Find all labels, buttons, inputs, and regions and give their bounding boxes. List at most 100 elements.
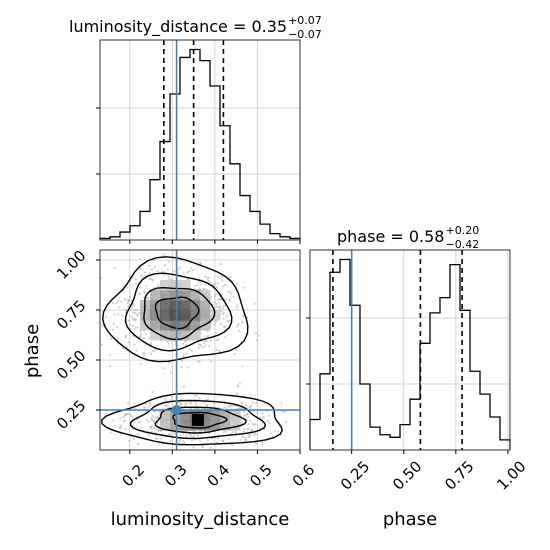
scatter-point bbox=[255, 401, 258, 405]
scatter-point bbox=[182, 272, 185, 275]
scatter-point bbox=[116, 300, 119, 303]
scatter-point bbox=[137, 442, 140, 446]
scatter-point bbox=[139, 286, 142, 289]
scatter-point bbox=[217, 338, 220, 341]
scatter-point bbox=[161, 270, 164, 273]
scatter-point bbox=[101, 324, 104, 327]
scatter-point bbox=[222, 317, 225, 320]
scatter-point bbox=[144, 274, 147, 277]
scatter-point bbox=[135, 282, 138, 285]
scatter-point bbox=[224, 325, 227, 328]
scatter-point bbox=[241, 321, 244, 324]
panel-frame bbox=[99, 249, 301, 451]
scatter-point bbox=[125, 412, 128, 415]
scatter-point bbox=[225, 315, 229, 318]
scatter-point bbox=[203, 339, 206, 343]
scatter-point bbox=[210, 360, 213, 363]
scatter-point bbox=[143, 271, 146, 274]
scatter-point bbox=[209, 281, 212, 284]
scatter-point bbox=[204, 344, 207, 347]
density-cell bbox=[180, 280, 191, 291]
scatter-point bbox=[182, 385, 186, 388]
scatter-point bbox=[139, 267, 142, 270]
density-cell bbox=[220, 410, 231, 421]
scatter-point bbox=[126, 286, 129, 289]
scatter-point bbox=[198, 397, 201, 400]
scatter-point bbox=[170, 340, 173, 343]
scatter-point bbox=[195, 394, 199, 397]
scatter-point bbox=[192, 446, 195, 449]
scatter-point bbox=[209, 339, 212, 343]
scatter-point bbox=[232, 431, 235, 434]
scatter-point bbox=[164, 397, 167, 400]
scatter-point bbox=[213, 295, 217, 298]
scatter-point bbox=[256, 411, 259, 414]
y-tick-label: 1.00 bbox=[53, 247, 89, 283]
scatter-point bbox=[176, 268, 180, 271]
scatter-point bbox=[207, 335, 210, 338]
scatter-point bbox=[159, 437, 162, 440]
scatter-point bbox=[162, 274, 165, 277]
contour-line bbox=[129, 399, 267, 440]
scatter-point bbox=[215, 302, 218, 306]
scatter-point bbox=[150, 352, 153, 356]
x-tick-label: 1.00 bbox=[493, 457, 529, 493]
scatter-point bbox=[199, 283, 202, 286]
scatter-point bbox=[179, 438, 182, 441]
scatter-point bbox=[127, 412, 130, 416]
scatter-point bbox=[207, 345, 210, 348]
scatter-point bbox=[261, 441, 264, 444]
scatter-point bbox=[219, 263, 223, 266]
density-cell bbox=[230, 420, 241, 431]
scatter-point bbox=[151, 390, 154, 393]
scatter-point bbox=[125, 334, 128, 337]
density-cell bbox=[170, 320, 181, 331]
scatter-point bbox=[133, 317, 136, 320]
contour-line bbox=[172, 411, 228, 429]
scatter-point bbox=[235, 392, 239, 395]
scatter-point bbox=[242, 436, 245, 439]
scatter-point bbox=[218, 350, 222, 353]
scatter-point bbox=[131, 415, 134, 418]
scatter-point bbox=[224, 298, 227, 301]
scatter-point bbox=[150, 424, 153, 427]
scatter-point bbox=[169, 371, 173, 374]
scatter-point bbox=[255, 433, 258, 436]
scatter-point bbox=[220, 276, 223, 279]
scatter-point bbox=[144, 403, 147, 406]
scatter-point bbox=[142, 354, 146, 357]
scatter-point bbox=[200, 344, 203, 347]
scatter-point bbox=[199, 262, 202, 265]
scatter-point bbox=[247, 436, 251, 439]
y-tick-label: 0.50 bbox=[53, 347, 89, 383]
truth-marker bbox=[171, 405, 182, 415]
scatter-point bbox=[170, 397, 174, 400]
density-cell bbox=[180, 330, 191, 341]
scatter-point bbox=[203, 342, 206, 345]
scatter-point bbox=[166, 268, 170, 271]
scatter-point bbox=[119, 424, 122, 427]
scatter-point bbox=[260, 443, 263, 446]
contour-line bbox=[143, 286, 216, 341]
scatter-point bbox=[168, 277, 171, 281]
scatter-point bbox=[216, 441, 219, 444]
title-phase: phase = 0.58 +0.20 −0.42 bbox=[337, 224, 479, 251]
contour-line bbox=[154, 296, 200, 330]
scatter-point bbox=[221, 285, 225, 288]
scatter-point bbox=[132, 437, 136, 441]
scatter-point bbox=[104, 413, 107, 416]
scatter-point bbox=[193, 433, 196, 436]
scatter-point bbox=[128, 352, 131, 355]
scatter-point bbox=[133, 319, 136, 322]
scatter-point bbox=[153, 416, 156, 419]
scatter-point bbox=[127, 341, 130, 344]
histogram-panel-luminosity-distance bbox=[96, 39, 301, 244]
scatter-point bbox=[145, 359, 148, 363]
scatter-point bbox=[226, 319, 229, 323]
contour-line bbox=[101, 256, 249, 363]
scatter-point bbox=[213, 300, 216, 304]
density-cell bbox=[160, 280, 171, 291]
scatter-point bbox=[136, 314, 139, 317]
x-tick-label: 0.6 bbox=[289, 461, 319, 491]
